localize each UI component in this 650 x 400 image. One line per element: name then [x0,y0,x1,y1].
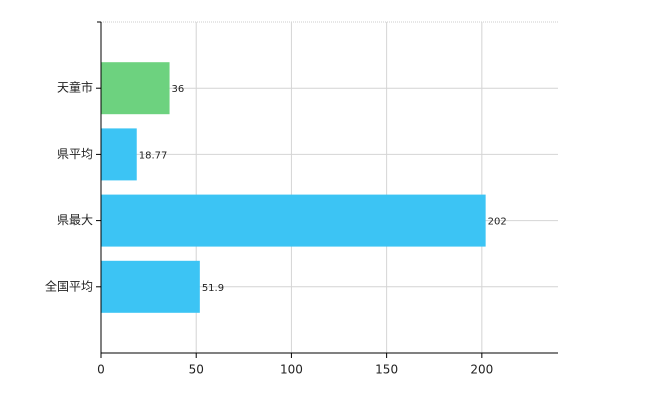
x-tick-label: 100 [280,363,303,377]
value-label: 36 [172,84,185,95]
value-label: 18.77 [139,150,168,161]
x-tick-label: 0 [97,363,105,377]
y-tick-label: 天童市 [57,80,93,95]
x-tick-label: 200 [470,363,493,377]
bar [101,62,170,115]
y-tick-label: 県最大 [57,213,93,227]
bar [101,260,200,313]
x-tick-label: 50 [189,363,204,377]
y-tick-label: 全国平均 [45,278,93,293]
x-tick-label: 150 [375,363,398,377]
bar [101,128,137,181]
value-label: 51.9 [202,283,224,294]
value-label: 202 [488,217,507,228]
bar [101,194,486,247]
y-tick-label: 県平均 [57,147,93,161]
